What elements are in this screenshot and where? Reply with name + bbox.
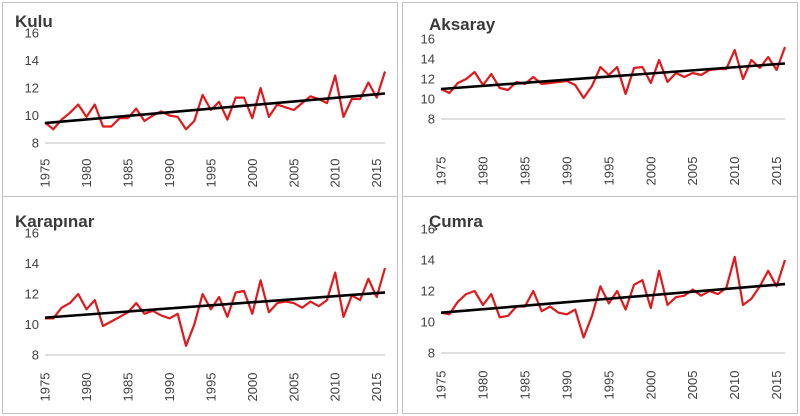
y-tick-label: 8 [428,346,435,361]
chart-panel-cumra: Çumra 8 10 12 14 16 1975 1980 1985 1990 1995 2000 20… [402,196,798,414]
x-tick-label: 1985 [517,371,532,400]
x-tick-label: 2005 [685,157,700,186]
x-tick-label: 2015 [369,373,384,402]
series-line-observed [45,267,387,347]
trend-line [44,92,386,125]
chart-title: Çumra [429,212,483,231]
x-tick-label: 2000 [245,159,260,188]
x-tick-label: 1995 [601,371,616,400]
y-tick-label: 8 [428,112,435,127]
x-tick-label: 1975 [38,159,53,188]
y-tick-label: 12 [421,72,435,87]
x-tick-label: 2015 [769,157,784,186]
x-tick-label: 1975 [38,373,53,402]
x-tick-label: 1995 [601,157,616,186]
x-tick-label: 1990 [559,371,574,400]
y-tick-label: 12 [25,81,39,96]
y-tick-label: 10 [25,108,39,123]
chart-panel-aksaray: Aksaray 8 10 12 14 16 1975 1980 1985 1990 1995 2000… [402,2,798,200]
x-tick-label: 1975 [434,371,449,400]
y-tick-label: 8 [32,136,39,151]
x-tick-label: 1985 [120,159,135,188]
trend-line [440,62,786,91]
chart-kulu: Kulu 8 10 12 14 16 1975 1980 1985 1990 1995 2000 200… [15,12,387,188]
chart-panel-kulu: Kulu 8 10 12 14 16 1975 1980 1985 1990 1995 2000 200… [2,2,398,200]
x-tick-label: 2000 [643,157,658,186]
y-tick-label: 14 [421,253,435,268]
chart-cumra: Çumra 8 10 12 14 16 1975 1980 1985 1990 1995 2000 20… [421,212,787,400]
x-tick-label: 2015 [369,159,384,188]
x-tick-label: 1980 [475,371,490,400]
x-tick-label: 2005 [286,159,301,188]
x-tick-label: 1980 [79,159,94,188]
x-tick-label: 2015 [769,371,784,400]
trend-line [44,291,386,319]
series-line-observed [44,71,387,131]
x-tick-label: 2010 [727,157,742,186]
chart-karapinar: Karapınar 8 10 12 14 16 1975 1980 1985 1990 1995 20… [15,212,387,402]
trend-line [440,282,786,314]
x-tick-label: 2010 [328,373,343,402]
x-tick-label: 2000 [245,373,260,402]
x-tick-label: 1990 [162,159,177,188]
y-tick-label: 16 [421,32,435,47]
x-tick-label: 1980 [475,157,490,186]
x-tick-label: 1995 [203,159,218,188]
chart-aksaray: Aksaray 8 10 12 14 16 1975 1980 1985 1990 1995 2000… [421,15,787,186]
y-tick-label: 12 [25,287,39,302]
y-tick-label: 16 [25,226,39,241]
x-tick-label: 1975 [434,157,449,186]
x-tick-label: 2010 [727,371,742,400]
series-line-observed [440,46,787,100]
y-tick-label: 10 [421,315,435,330]
x-tick-label: 1980 [79,373,94,402]
x-tick-label: 2010 [328,159,343,188]
y-tick-label: 14 [25,256,39,271]
y-tick-label: 8 [32,348,39,363]
y-tick-label: 10 [421,92,435,107]
x-tick-label: 2000 [643,371,658,400]
x-tick-label: 1985 [517,157,532,186]
y-tick-label: 14 [421,52,435,67]
x-tick-label: 1990 [162,373,177,402]
x-tick-label: 1985 [120,373,135,402]
y-tick-label: 16 [25,26,39,41]
y-tick-label: 16 [421,222,435,237]
chart-panel-karapinar: Karapınar 8 10 12 14 16 1975 1980 1985 1990 1995 20… [2,196,398,414]
x-tick-label: 2005 [685,371,700,400]
chart-title: Aksaray [429,15,496,34]
y-tick-label: 10 [25,317,39,332]
x-tick-label: 1995 [203,373,218,402]
chart-title: Karapınar [15,212,95,231]
chart-title: Kulu [15,12,53,31]
y-tick-label: 14 [25,53,39,68]
x-tick-label: 1990 [559,157,574,186]
x-tick-label: 2005 [286,373,301,402]
y-tick-label: 12 [421,284,435,299]
